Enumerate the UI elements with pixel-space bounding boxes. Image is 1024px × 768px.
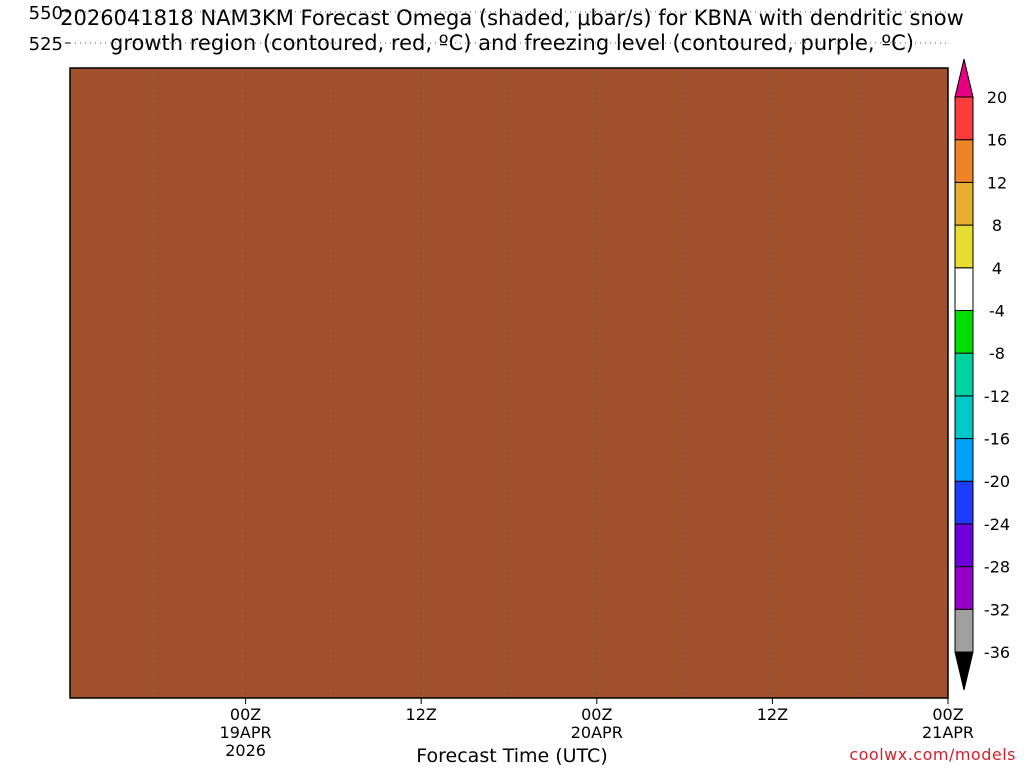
colorbar-label--16: -16 — [984, 430, 1010, 449]
contour-label-dendritic-minus12-0: -12 — [283, 47, 308, 63]
colorbar-cell-below-min — [954, 651, 974, 691]
colorbar-label-20: 20 — [987, 88, 1007, 107]
plot-frame — [69, 67, 949, 699]
contour-dendritic-minus18 — [451, 8, 884, 64]
colorbar-cell-above-max — [954, 58, 974, 98]
colorbar-label-16: 16 — [987, 131, 1007, 150]
colorbar-label-12: 12 — [987, 173, 1007, 192]
colorbar: -36 -32 -28 -24 -20 -16 -12 -8 -4 4 8 12 16 20 — [954, 58, 1010, 691]
colorbar-label--36: -36 — [984, 643, 1010, 662]
colorbar-label--20: -20 — [984, 472, 1010, 491]
colorbar-label--24: -24 — [984, 515, 1010, 534]
colorbar-cell--36-to--32 — [954, 608, 974, 653]
x-tick-label-0-2: 2026 — [225, 741, 266, 760]
axes-layer: 5255505756006256506757007257507758008258… — [29, 3, 974, 760]
x-tick-label-12-0: 00Z — [581, 705, 612, 724]
x-tick-label-18-0: 12Z — [757, 705, 788, 724]
colorbar-cell-4-to-8 — [954, 224, 974, 269]
colorbar-cell-16-to-20 — [954, 96, 974, 141]
x-tick-label-12-1: 20APR — [571, 723, 623, 742]
colorbar-cell--20-to--16 — [954, 438, 974, 482]
y-tick-label-525: 525 — [29, 34, 63, 55]
colorbar-label--28: -28 — [984, 558, 1010, 577]
colorbar-label--4: -4 — [989, 301, 1005, 320]
colorbar-label-4: 4 — [992, 259, 1002, 278]
colorbar-label--12: -12 — [984, 387, 1010, 406]
colorbar-label--8: -8 — [989, 344, 1005, 363]
contour-dendritic-minus12 — [260, 0, 1024, 64]
colorbar-cell--8-to--4 — [954, 309, 974, 354]
colorbar-cell--12-to--8 — [954, 352, 974, 397]
credit-text: coolwx.com/models — [849, 745, 1016, 764]
contour-label-dendritic-minus18-0: -18 — [534, 50, 559, 66]
contour-label-dendritic-minus18-1: -18 — [754, 11, 779, 27]
x-tick-label-0-0: 00Z — [230, 705, 261, 724]
contour-layer: -12-12-18-18000 — [70, 0, 1024, 66]
colorbar-label--32: -32 — [984, 600, 1010, 619]
colorbar-cell-12-to-16 — [954, 139, 974, 183]
colorbar-cell--32-to--28 — [954, 566, 974, 610]
colorbar-cell--16-to--12 — [954, 395, 974, 440]
y-tick-label-550: 550 — [29, 3, 63, 24]
x-axis-title: Forecast Time (UTC) — [416, 745, 608, 767]
x-tick-label-6-0: 12Z — [406, 705, 437, 724]
x-tick-label-24-0: 00Z — [932, 705, 963, 724]
colorbar-cell--28-to--24 — [954, 523, 974, 568]
colorbar-cell--24-to--20 — [954, 480, 974, 525]
colorbar-cell--4-to-4 — [954, 267, 974, 311]
chart-title-line1: 2026041818 NAM3KM Forecast Omega (shaded… — [60, 6, 964, 30]
colorbar-cell-8-to-12 — [954, 181, 974, 226]
x-tick-label-0-1: 19APR — [220, 723, 272, 742]
colorbar-label-8: 8 — [992, 216, 1002, 235]
x-tick-label-24-1: 21APR — [922, 723, 974, 742]
